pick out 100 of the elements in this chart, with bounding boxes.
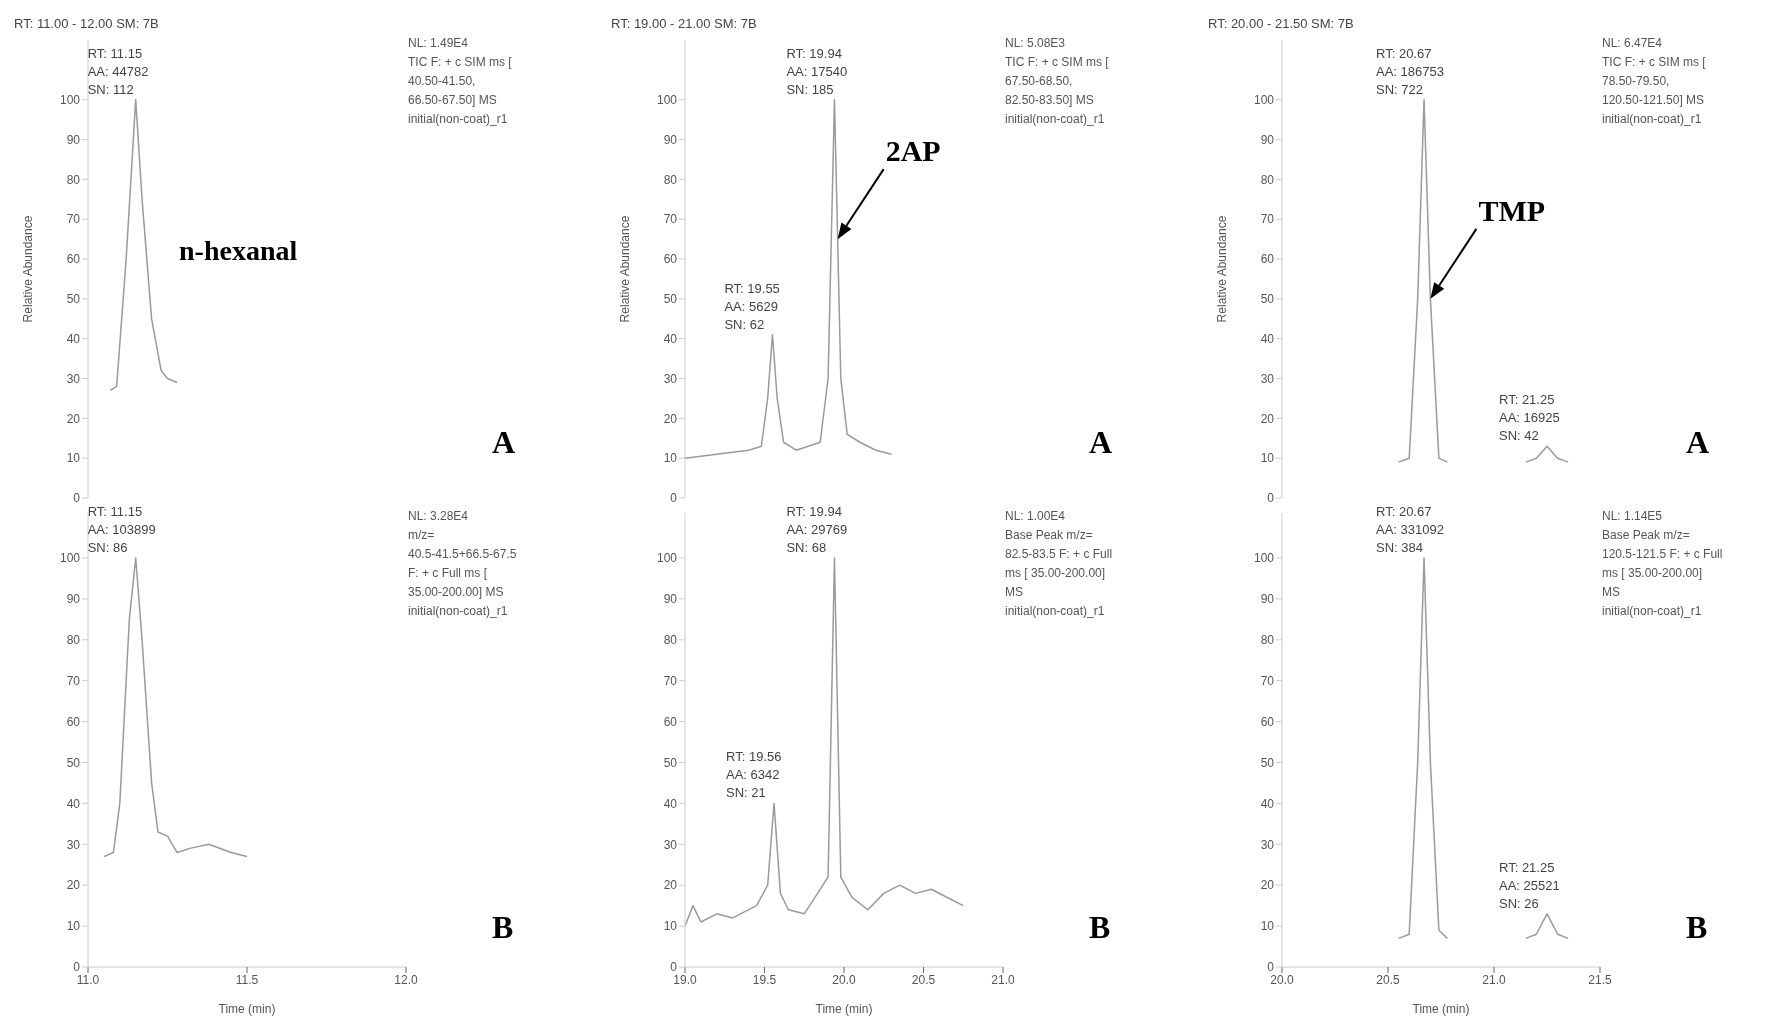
text: NL: 1.00E4 Base Peak m/z= 82.5-83.5 F: + c Full ms [ 35.00-200.00] MS initial(non-coat)_r1 [1005, 508, 1113, 620]
chart-title: RT: 20.00 - 21.50 SM: 7B [1208, 16, 1354, 31]
y-tick-label: 50 [663, 755, 678, 770]
y-tick-label: 20 [1260, 878, 1275, 893]
y-tick-label: 0 [1267, 960, 1275, 975]
y-tick-label: 60 [663, 252, 678, 267]
y-tick-label: 30 [66, 837, 81, 852]
x-tick-label: 20.0 [832, 972, 856, 987]
text: A [492, 424, 516, 461]
x-tick-label: 20.0 [1270, 972, 1294, 987]
y-tick-label: 0 [73, 491, 81, 506]
y-tick-label: 60 [66, 252, 81, 267]
y-tick-label: 60 [1260, 252, 1275, 267]
x-tick-label: 12.0 [394, 972, 418, 987]
y-tick-label: 0 [1267, 491, 1275, 506]
annotation: RT: 19.56 AA: 6342 SN: 21 [726, 749, 782, 801]
y-tick-label: 100 [1253, 551, 1275, 566]
x-tick-label: 21.0 [1482, 972, 1506, 987]
y-tick-label: 40 [66, 796, 81, 811]
annotation: 2AP [885, 134, 941, 168]
y-tick-label: 90 [663, 132, 678, 147]
annotation: n-hexanal [179, 235, 298, 267]
y-tick-label: 100 [656, 551, 678, 566]
y-tick-label: 90 [663, 592, 678, 607]
y-tick-label: 30 [663, 371, 678, 386]
x-axis-title: Time (min) [815, 1002, 873, 1016]
annotation: RT: 21.25 AA: 16925 SN: 42 [1499, 392, 1560, 444]
y-tick-label: 0 [670, 491, 678, 506]
y-tick-label: 90 [1260, 592, 1275, 607]
x-tick-label: 11.5 [235, 972, 259, 987]
y-tick-label: 40 [663, 796, 678, 811]
y-tick-label: 10 [66, 451, 81, 466]
y-tick-label: 70 [1260, 673, 1275, 688]
x-tick-label: 11.0 [76, 972, 100, 987]
text: B [492, 909, 514, 946]
y-tick-label: 80 [663, 633, 678, 648]
y-tick-label: 40 [66, 331, 81, 346]
x-axis-title: Time (min) [1412, 1002, 1470, 1016]
line-series [103, 557, 248, 858]
y-tick-label: 100 [1253, 93, 1275, 107]
y-tick-label: 50 [66, 755, 81, 770]
y-tick-label: 60 [663, 714, 678, 729]
y-tick-label: 10 [66, 919, 81, 934]
annotation: TMP [1478, 193, 1546, 227]
y-tick-label: 90 [1260, 132, 1275, 147]
x-tick-label: 21.5 [1588, 972, 1612, 987]
x-tick-label: 19.0 [673, 972, 697, 987]
y-tick-label: 80 [66, 172, 81, 187]
text: NL: 5.08E3 TIC F: + c SIM ms [ 67.50-68.50, 82.50-83.50] MS initial(non-coat)_r1 [1005, 35, 1109, 128]
annotation: RT: 11.15 AA: 103899 SN: 86 [87, 503, 156, 555]
y-tick-label: 80 [1260, 172, 1275, 187]
y-tick-label: 20 [66, 878, 81, 893]
y-tick-label: 60 [66, 714, 81, 729]
y-tick-label: 50 [1260, 292, 1275, 307]
y-tick-label: 10 [1260, 919, 1275, 934]
y-tick-label: 100 [59, 93, 81, 107]
text: NL: 1.49E4 TIC F: + c SIM ms [ 40.50-41.50, 66.50-67.50] MS initial(non-coat)_r1 [408, 35, 512, 128]
y-axis-title: Relative Abundance [1215, 215, 1230, 323]
y-tick-label: 40 [663, 331, 678, 346]
y-tick-label: 0 [73, 960, 81, 975]
line-series [685, 557, 964, 927]
y-tick-label: 30 [1260, 837, 1275, 852]
y-tick-label: 50 [66, 292, 81, 307]
annotation: RT: 11.15 AA: 44782 SN: 112 [87, 45, 149, 97]
x-tick-label: 19.5 [752, 972, 777, 987]
y-tick-label: 30 [66, 371, 81, 386]
y-tick-label: 90 [66, 132, 81, 147]
text: A [1089, 424, 1113, 461]
text: NL: 6.47E4 TIC F: + c SIM ms [ 78.50-79.50, 120.50-121.50] MS initial(non-coat)_r1 [1602, 35, 1706, 128]
annotation: RT: 21.25 AA: 25521 SN: 26 [1499, 859, 1560, 911]
y-tick-label: 20 [66, 411, 81, 426]
line-series [109, 98, 178, 392]
y-tick-label: 70 [1260, 212, 1275, 227]
y-tick-label: 70 [66, 673, 81, 688]
x-tick-label: 20.5 [911, 972, 936, 987]
annotation: RT: 19.55 AA: 5629 SN: 62 [724, 280, 780, 332]
y-tick-label: 60 [1260, 714, 1275, 729]
x-tick-label: 20.5 [1376, 972, 1400, 987]
text: NL: 3.28E4 m/z= 40.5-41.5+66.5-67.5 F: + c Full ms [ 35.00-200.00] MS initial(non-coat)_r1 [408, 508, 517, 620]
y-tick-label: 10 [663, 919, 678, 934]
y-tick-label: 80 [66, 633, 81, 648]
text: B [1089, 909, 1111, 946]
chart-title: RT: 19.00 - 21.00 SM: 7B [611, 16, 757, 31]
y-tick-label: 20 [663, 878, 678, 893]
y-tick-label: 80 [1260, 633, 1275, 648]
y-tick-label: 20 [663, 411, 678, 426]
y-tick-label: 50 [663, 292, 678, 307]
y-tick-label: 20 [1260, 411, 1275, 426]
y-tick-label: 90 [66, 592, 81, 607]
y-tick-label: 30 [663, 837, 678, 852]
y-axis-title: Relative Abundance [618, 215, 633, 323]
x-tick-label: 21.0 [991, 972, 1015, 987]
text: NL: 1.14E5 Base Peak m/z= 120.5-121.5 F: + c Full ms [ 35.00-200.00] MS initial(non-coat)_r1 [1602, 508, 1723, 620]
annotation: RT: 19.94 AA: 29769 SN: 68 [786, 503, 848, 555]
y-tick-label: 80 [663, 172, 678, 187]
y-tick-label: 10 [1260, 451, 1275, 466]
y-tick-label: 70 [663, 212, 678, 227]
y-tick-label: 40 [1260, 331, 1275, 346]
y-tick-label: 10 [663, 451, 678, 466]
y-axis-title: Relative Abundance [21, 215, 36, 323]
